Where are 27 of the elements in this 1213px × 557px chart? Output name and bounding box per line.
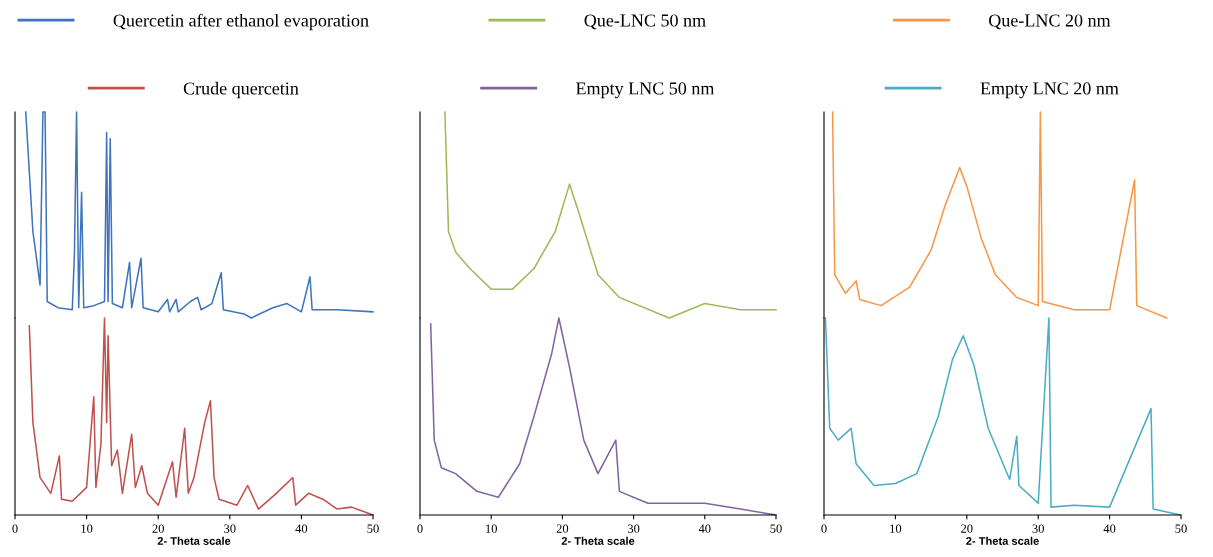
x-tick-label: 40 <box>698 524 711 533</box>
x-tick-label: 40 <box>1103 524 1116 533</box>
x-tick-label: 0 <box>12 524 18 533</box>
x-tick-label: 20 <box>556 524 569 533</box>
x-tick-label: 20 <box>152 524 164 533</box>
x-axis-title: 2- Theta scale <box>966 536 1039 545</box>
x-tick-label: 0 <box>821 524 827 533</box>
x-tick-label: 50 <box>770 524 782 533</box>
x-tick-label: 50 <box>367 524 379 533</box>
x-tick-label: 10 <box>486 524 497 533</box>
x-tick-label: 30 <box>1032 524 1044 533</box>
legend-label: Empty LNC 50 nm <box>576 82 715 99</box>
legend-label: Empty LNC 20 nm <box>980 82 1119 99</box>
legend-label: Quercetin after ethanol evaporation <box>113 13 369 31</box>
x-tick-label: 10 <box>81 524 93 533</box>
x-tick-label: 30 <box>627 524 640 533</box>
x-tick-label: 40 <box>295 524 308 533</box>
legend-label: Que-LNC 50 nm <box>584 14 706 30</box>
legend-label: Crude quercetin <box>183 81 299 99</box>
x-axis-title: 2- Theta scale <box>561 536 635 545</box>
x-tick-label: 50 <box>1175 524 1187 533</box>
x-axis-title: 2- Theta scale <box>157 536 231 545</box>
x-tick-label: 20 <box>961 524 973 533</box>
legend-label: Que-LNC 20 nm <box>989 14 1111 30</box>
x-tick-label: 0 <box>417 524 423 533</box>
x-tick-label: 10 <box>890 524 902 533</box>
x-tick-label: 30 <box>224 524 236 533</box>
